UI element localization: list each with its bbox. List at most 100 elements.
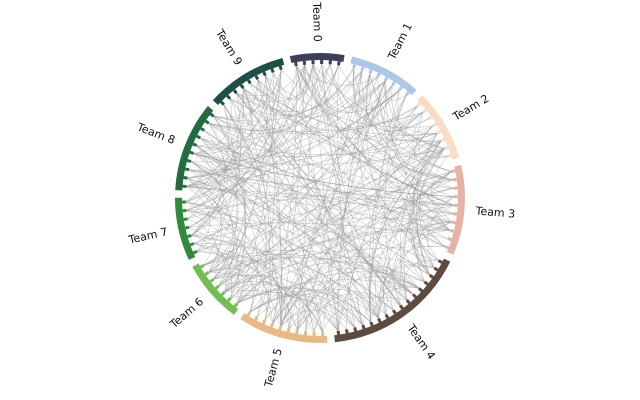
edge [229,79,259,104]
edge [378,140,442,319]
edge [390,288,414,311]
team-label-6: Team 6 [167,295,206,331]
node-tick [199,263,205,269]
node-tick [336,330,341,335]
edge [236,64,305,97]
edge [213,88,253,127]
edge [224,64,331,293]
edge [272,72,372,323]
edge [272,221,452,324]
edge [208,68,354,131]
edge [186,210,394,311]
node-tick [432,122,438,128]
edge [236,80,386,118]
edge [257,79,282,327]
node-tick [226,94,232,100]
edge [377,80,429,132]
node-tick [232,89,238,95]
edge [237,286,364,326]
node-tick [404,91,410,97]
edge [280,221,452,327]
edge [190,161,339,331]
edge [186,80,386,187]
team-arc-8 [175,106,214,191]
edge [218,281,339,331]
node-tick [254,315,259,321]
team-arc-7 [174,197,196,260]
edge [257,307,282,327]
node-tick [183,217,188,221]
edge [186,179,453,211]
edge [321,63,386,109]
team-label-0: Team 0 [310,1,324,42]
edge [208,111,424,134]
edge [321,63,387,315]
edge [223,104,315,332]
edge [208,65,339,135]
edge [213,75,266,119]
edge [218,171,452,287]
edge [236,65,339,304]
edge [196,145,239,304]
team-label-2: Team 2 [450,92,492,124]
edge [383,264,435,315]
edge [186,63,322,211]
node-tick [294,61,298,67]
edge [353,68,435,269]
edge [237,148,445,304]
node-tick [449,228,455,233]
node-tick [443,145,449,150]
edge [236,93,448,239]
edge [204,130,408,301]
node-tick [444,245,450,250]
edge [249,288,401,313]
edge [188,169,454,206]
edge [281,69,452,172]
edge [418,148,445,261]
edge [249,79,275,313]
edge [193,153,446,247]
edge [297,196,455,331]
edge [189,130,228,228]
edge [236,70,363,112]
node-tick [246,79,252,85]
team-arc-1 [350,56,417,96]
node-tick [398,85,403,91]
edge [229,98,401,306]
edge [377,266,420,311]
node-tick [418,287,423,293]
edge [369,73,453,223]
edge [296,65,452,223]
node-tick [278,325,283,331]
edge [190,161,379,319]
node-tick [196,134,201,140]
node-tick [440,137,446,143]
edge [189,66,297,228]
edge [236,93,401,306]
node-tick [209,112,215,118]
node-tick [377,317,382,323]
edge [187,177,414,295]
edge [304,64,400,113]
edge [191,64,314,236]
edge [196,76,378,146]
edge-layer [185,63,455,333]
edge [312,64,439,261]
edge [264,188,454,321]
node-tick [239,84,245,90]
node-tick [428,273,434,279]
node-tick [220,291,226,296]
edge [203,249,420,289]
edge [353,68,454,189]
edge [196,145,355,328]
node-tick [262,71,267,77]
node-tick [184,225,190,230]
node-tick [184,167,190,172]
edge [346,148,445,330]
edge [312,63,445,149]
edge [218,75,268,287]
edge [272,66,297,324]
team-label-8: Team 8 [134,120,177,147]
node-tick [246,311,252,317]
edge [193,243,274,324]
